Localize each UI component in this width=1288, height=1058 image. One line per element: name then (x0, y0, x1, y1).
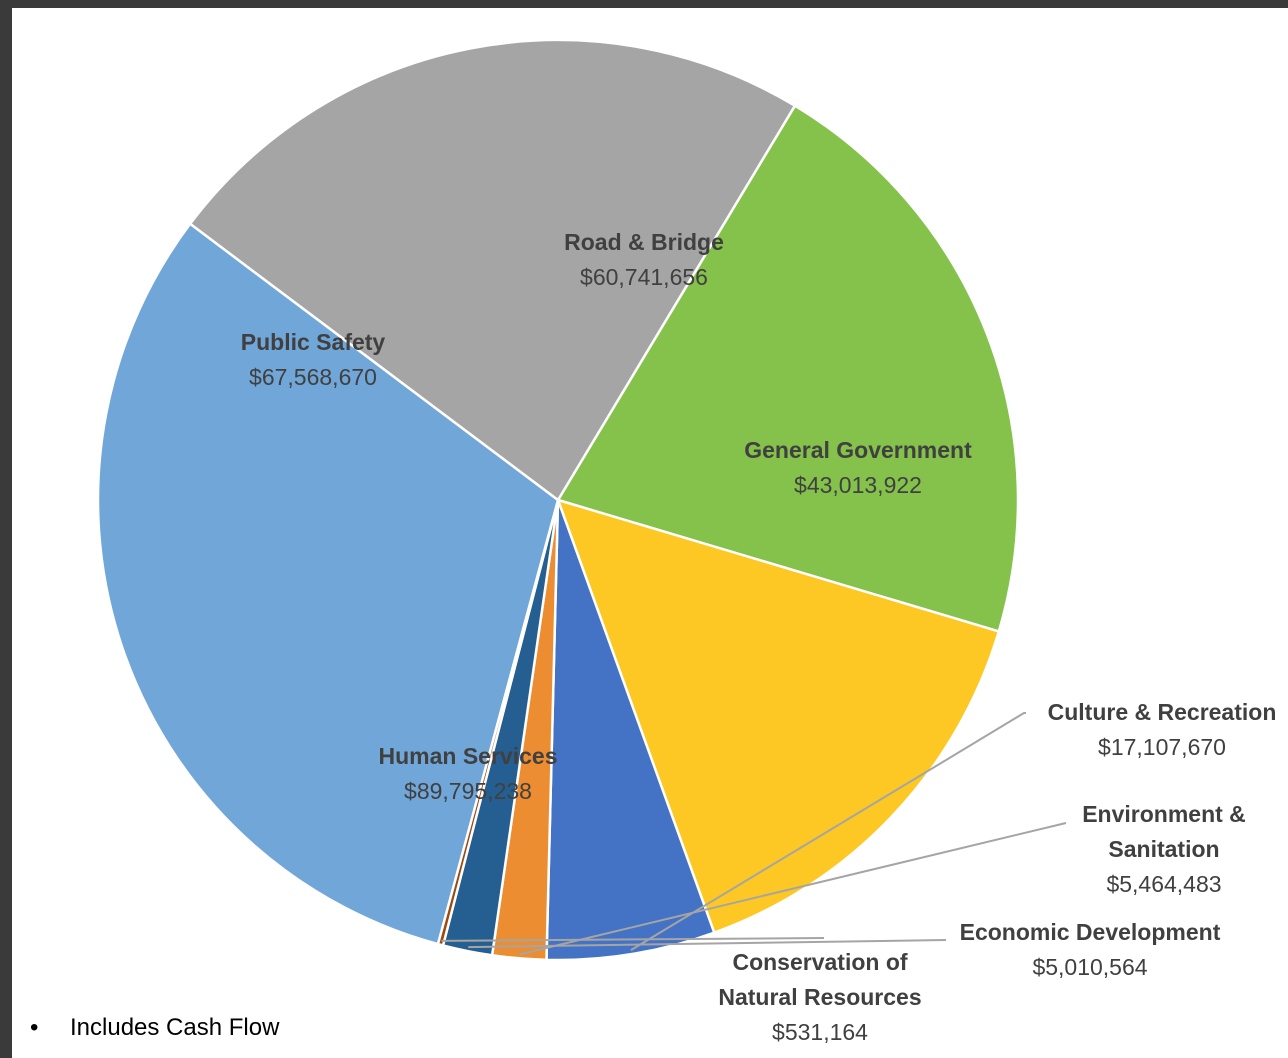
footnote: • Includes Cash Flow (30, 1014, 279, 1042)
leader-line-culture-and-recreation (630, 712, 1026, 951)
label-value-economic-development: $5,010,564 (1032, 954, 1147, 980)
label-name-road-and-bridge: Road & Bridge (564, 229, 724, 255)
leader-line-economic-development (468, 939, 947, 949)
label-name-economic-development: Economic Development (960, 919, 1221, 945)
slice-human-services (96, 222, 560, 946)
pie-chart: Road & Bridge $60,741,656 General Governme… (96, 38, 1277, 1045)
leader-lines (441, 712, 1067, 956)
label-value-environment-and-sanitation: $5,464,483 (1106, 871, 1221, 897)
slice-culture-and-recreation (545, 499, 716, 962)
label-name-culture-and-recreation: Culture & Recreation (1048, 699, 1277, 725)
label-value-conservation-of-natural-resources: $531,164 (772, 1019, 868, 1045)
label-name-environment-and-sanitation-1: Environment & (1082, 801, 1246, 827)
leader-line-conservation-of-natural-resources (441, 937, 825, 942)
label-name-conservation-of-natural-resources-2: Natural Resources (718, 984, 921, 1010)
label-value-road-and-bridge: $60,741,656 (580, 264, 708, 290)
label-value-public-safety: $67,568,670 (249, 364, 377, 390)
footnote-text: Includes Cash Flow (70, 1014, 280, 1041)
slice-public-safety (188, 38, 797, 502)
data-labels: Road & Bridge $60,741,656 General Governme… (241, 229, 1277, 1045)
label-name-human-services: Human Services (379, 743, 558, 769)
leader-line-environment-and-sanitation (519, 822, 1067, 956)
label-name-public-safety: Public Safety (241, 329, 386, 355)
chart-frame: Road & Bridge $60,741,656 General Governme… (12, 8, 1288, 1058)
label-value-culture-and-recreation: $17,107,670 (1098, 734, 1226, 760)
label-name-conservation-of-natural-resources-1: Conservation of (732, 949, 907, 975)
label-value-general-government: $43,013,922 (794, 472, 922, 498)
label-name-general-government: General Government (744, 437, 972, 463)
label-name-environment-and-sanitation-2: Sanitation (1108, 836, 1219, 862)
label-value-human-services: $89,795,238 (404, 778, 532, 804)
slice-general-government (555, 498, 1001, 935)
pie-slices (96, 38, 1020, 962)
slice-road-and-bridge (556, 103, 1020, 633)
footnote-bullet: • (30, 1014, 39, 1041)
